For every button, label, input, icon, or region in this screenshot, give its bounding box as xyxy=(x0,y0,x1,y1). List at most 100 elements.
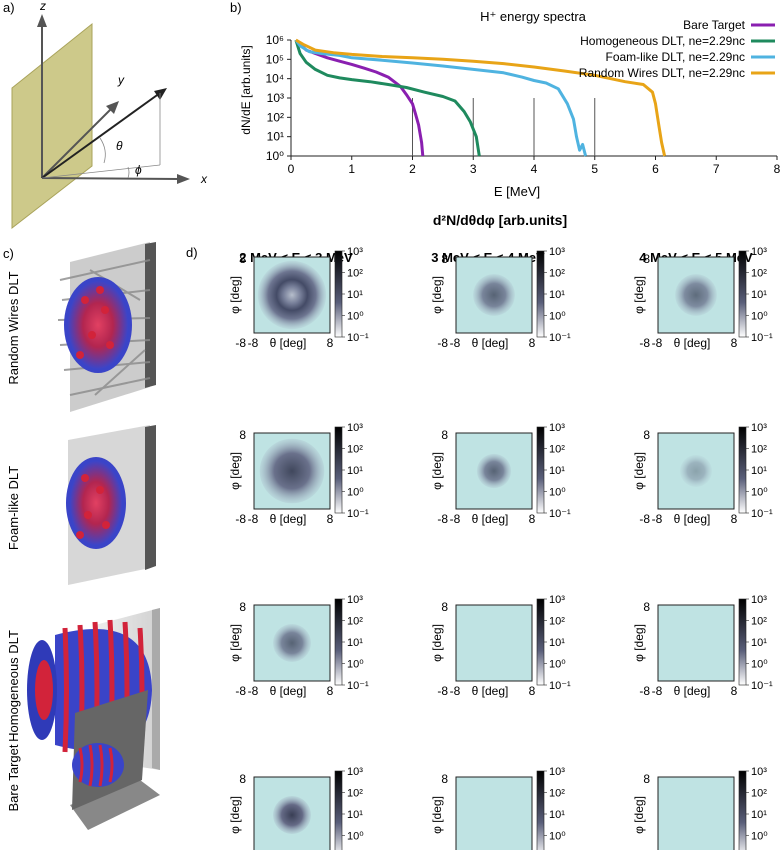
colorbar xyxy=(738,770,747,850)
panel-label-c: c) xyxy=(3,246,14,261)
colorbar-tick-label: 10⁰ xyxy=(347,831,364,843)
heatmap-xlabel: θ [deg] xyxy=(674,336,711,350)
heatmap-ytick-label: 8 xyxy=(441,252,448,266)
colorbar xyxy=(334,250,343,338)
theta-arc xyxy=(99,137,106,164)
heatmap-xtick-label: 8 xyxy=(731,512,738,526)
colorbar xyxy=(536,598,545,686)
panel-label-b: b) xyxy=(230,0,242,15)
heatmap-xtick-label: -8 xyxy=(450,512,461,526)
legend-label: Foam-like DLT, ne=2.29nc xyxy=(605,50,745,64)
heatmap-ytick-label: 8 xyxy=(441,772,448,786)
colorbar-tick-label: 10² xyxy=(751,788,767,800)
heatmap-ylabel: φ [deg] xyxy=(430,452,444,490)
colorbar-tick-label: 10⁻¹ xyxy=(549,332,571,344)
heatmap-xtick-label: 8 xyxy=(327,684,334,698)
colorbar-tick-label: 10⁰ xyxy=(347,659,364,671)
colorbar-tick-label: 10⁰ xyxy=(549,831,566,843)
colorbar-tick-label: 10⁰ xyxy=(751,831,768,843)
heatmap-ylabel: φ [deg] xyxy=(430,276,444,314)
colorbar-tick-label: 10³ xyxy=(347,422,363,434)
colorbar-tick-label: 10¹ xyxy=(347,465,363,477)
spectrum-line-3 xyxy=(295,38,667,157)
render-foam-like xyxy=(66,425,156,585)
spectra-xtick-label: 3 xyxy=(470,162,477,176)
heatmap-xtick-label: 8 xyxy=(529,336,536,350)
colorbar xyxy=(536,426,545,514)
colorbar-tick-label: 10² xyxy=(549,788,565,800)
spectra-ytick-label: 10⁵ xyxy=(266,52,284,66)
spectra-ylabel: dN/dE [arb.units] xyxy=(239,45,253,134)
heatmap-ytick-label: -8 xyxy=(639,512,650,526)
spectra-title: H⁺ energy spectra xyxy=(480,9,587,24)
colorbar-tick-label: 10¹ xyxy=(751,289,767,301)
phi-label: ϕ xyxy=(135,163,142,177)
legend-label: Homogeneous DLT, ne=2.29nc xyxy=(580,34,745,48)
colorbar-tick-label: 10³ xyxy=(549,422,565,434)
spectra-ytick-label: 10⁶ xyxy=(266,33,284,47)
heatmap-plot-area xyxy=(455,776,533,850)
colorbar-tick-label: 10¹ xyxy=(549,637,565,649)
heatmap-ytick-label: -8 xyxy=(437,512,448,526)
colorbar-tick-label: 10⁰ xyxy=(347,487,364,499)
heatmap-ylabel: φ [deg] xyxy=(228,452,242,490)
spectra-lines xyxy=(294,38,667,157)
x-arrow-icon xyxy=(177,174,190,184)
colorbar-tick-label: 10⁰ xyxy=(549,487,566,499)
spectra-xtick-label: 0 xyxy=(288,162,295,176)
spectra-axes: 0 1 2 3 4 5 6 7 8 10⁰ 10¹ 10² 10³ 10⁴ 10⁵ 10⁶ xyxy=(265,33,780,176)
heatmap-xtick-label: -8 xyxy=(450,336,461,350)
legend-label: Random Wires DLT, ne=2.29nc xyxy=(579,66,745,80)
heatmap-ytick-label: -8 xyxy=(235,684,246,698)
direction-vector xyxy=(41,92,161,179)
spectra-xtick-label: 5 xyxy=(591,162,598,176)
colorbar-tick-label: 10⁻¹ xyxy=(347,680,369,692)
colorbar-tick-label: 10¹ xyxy=(347,637,363,649)
colorbar-tick-label: 10³ xyxy=(347,246,363,258)
heatmap-ylabel: φ [deg] xyxy=(632,796,646,834)
heatmap-xlabel: θ [deg] xyxy=(674,512,711,526)
heatmap-ytick-label: 8 xyxy=(239,600,246,614)
colorbar xyxy=(334,770,343,850)
colorbar-tick-label: 10³ xyxy=(751,422,767,434)
heatmap-plot-area xyxy=(657,776,735,850)
colorbar-tick-label: 10² xyxy=(347,268,363,280)
spectra-xtick-label: 7 xyxy=(713,162,720,176)
heatmap-ytick-label: 8 xyxy=(643,252,650,266)
row-label: Random Wires DLT xyxy=(6,271,21,384)
z-axis-label: z xyxy=(39,0,46,13)
theta-label: θ xyxy=(116,139,123,153)
colorbar-tick-label: 10³ xyxy=(751,246,767,258)
colorbar-tick-label: 10⁻¹ xyxy=(347,332,369,344)
colorbar-tick-label: 10³ xyxy=(751,594,767,606)
angular-distribution-blob xyxy=(476,453,512,489)
colorbar-tick-label: 10¹ xyxy=(751,637,767,649)
colorbar xyxy=(738,250,747,338)
colorbar-tick-label: 10⁻¹ xyxy=(751,508,773,520)
colorbar-tick-label: 10² xyxy=(751,444,767,456)
angular-distribution-blob xyxy=(675,274,717,316)
colorbar-tick-label: 10³ xyxy=(549,766,565,778)
colorbar-tick-label: 10¹ xyxy=(549,289,565,301)
render-bare-target xyxy=(70,690,160,830)
row-label: Homogeneous DLT xyxy=(6,630,21,742)
spectra-xtick-label: 6 xyxy=(652,162,659,176)
z-arrow-icon xyxy=(37,14,47,27)
vector-arrow-icon xyxy=(154,88,167,100)
phi-arc xyxy=(127,166,130,179)
heatmap-ytick-label: 8 xyxy=(239,772,246,786)
row-label: Foam-like DLT xyxy=(6,466,21,550)
colorbar-tick-label: 10⁻¹ xyxy=(751,680,773,692)
heatmap-xtick-label: -8 xyxy=(248,512,259,526)
spectra-xlabel: E [MeV] xyxy=(494,184,540,199)
heatmap-xtick-label: -8 xyxy=(652,512,663,526)
target-plane xyxy=(11,22,93,230)
colorbar-tick-label: 10⁻¹ xyxy=(347,508,369,520)
colorbar-tick-label: 10³ xyxy=(549,594,565,606)
legend-label: Bare Target xyxy=(683,18,745,32)
